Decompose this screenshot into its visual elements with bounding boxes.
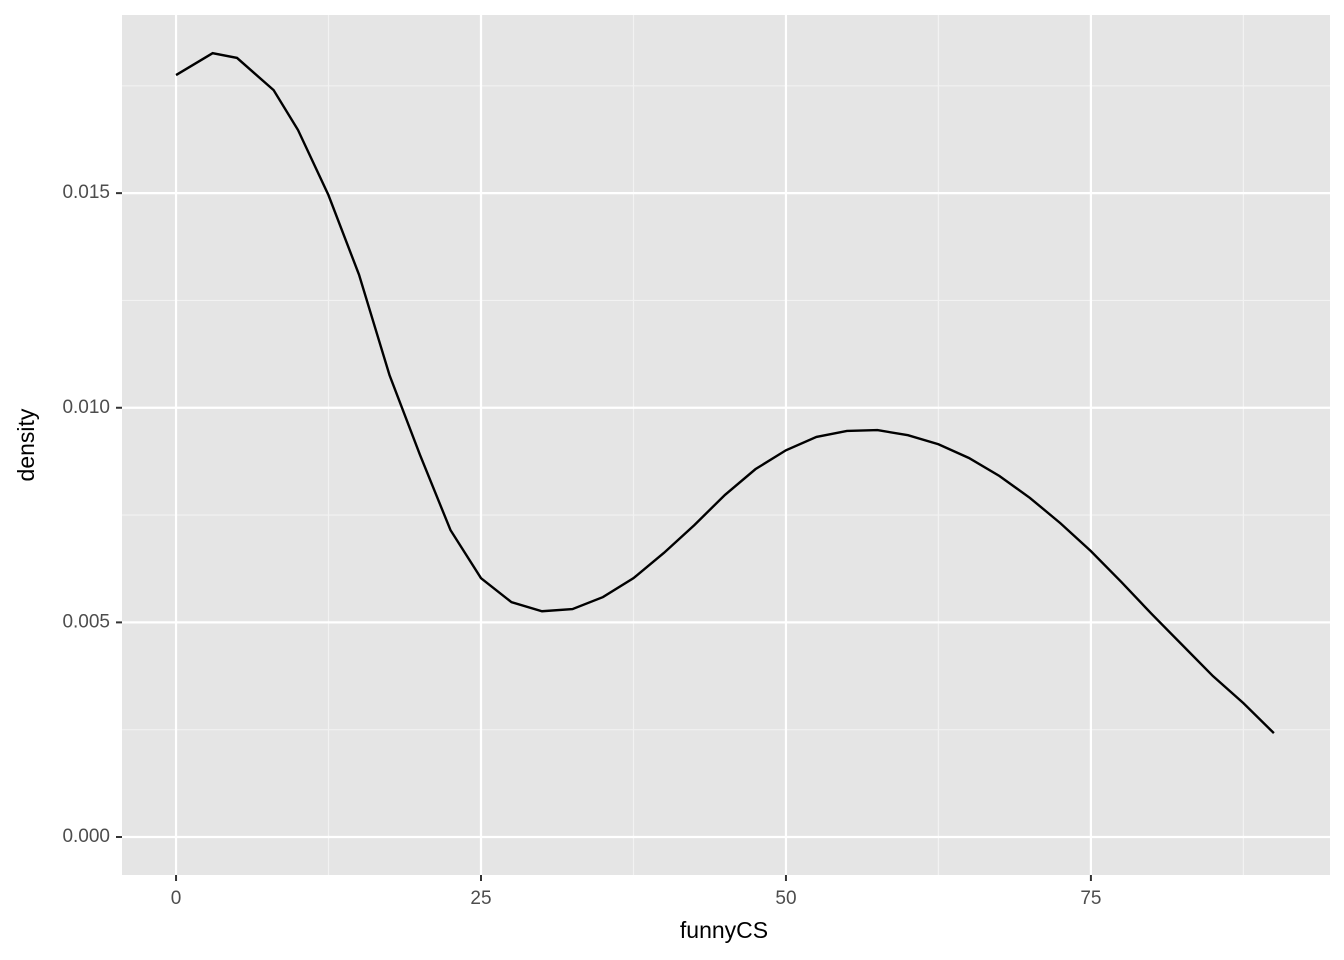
x-tick-label: 25 bbox=[470, 888, 491, 909]
panel bbox=[122, 15, 1330, 875]
x-tick-label: 75 bbox=[1080, 888, 1101, 909]
y-tick-label: 0.015 bbox=[62, 182, 110, 203]
y-tick-label: 0.010 bbox=[62, 397, 110, 418]
x-tick-label: 50 bbox=[775, 888, 796, 909]
grid bbox=[122, 15, 1330, 875]
x-axis-title: funnyCS bbox=[680, 917, 768, 943]
density-line bbox=[175, 51, 1275, 734]
y-axis-title: density bbox=[13, 408, 39, 481]
y-tick-label: 0.000 bbox=[62, 826, 110, 847]
y-tick-label: 0.005 bbox=[62, 611, 110, 632]
x-tick-label: 0 bbox=[171, 888, 182, 909]
